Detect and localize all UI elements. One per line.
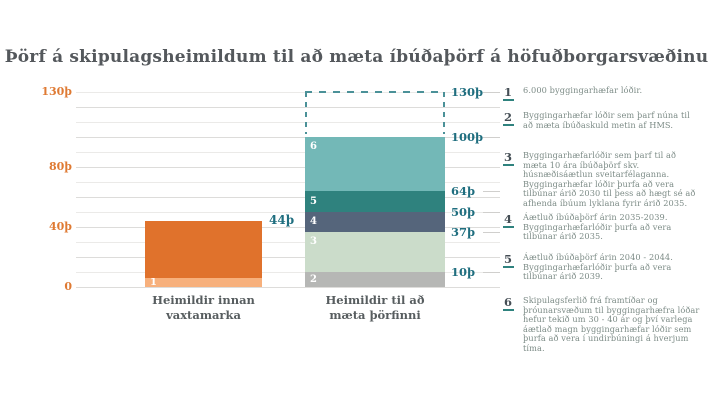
- gridline: [76, 182, 500, 183]
- y-axis-label-left: 40þ: [49, 220, 72, 233]
- x-axis-category-label: Heimildir innan vaxtamarka: [114, 293, 294, 323]
- segment-label: 5: [310, 196, 317, 207]
- x-axis-category-label: Heimildir til að mæta þörfinni: [285, 293, 465, 323]
- x-axis-category-line: mæta þörfinni: [329, 308, 421, 323]
- bar-segment: 3: [305, 231, 445, 272]
- y-axis-label-right: 37þ: [451, 224, 476, 239]
- gridline: [76, 122, 500, 123]
- note-item-1: 1 6.000 byggingarhæfar lóðir.: [503, 85, 705, 101]
- bar-segment: 4: [305, 212, 445, 232]
- tick-stub: [483, 137, 500, 138]
- gridline: [76, 227, 500, 228]
- note-text: Byggingarhæfar lóðir sem þarf núna til a…: [523, 110, 690, 130]
- x-axis-category-line: Heimildir innan: [152, 293, 255, 307]
- segment-label: 2: [310, 274, 317, 285]
- y-axis-label-right: 10þ: [451, 265, 476, 279]
- dashed-projection-top: [305, 91, 445, 93]
- note-item-5: 5 Áætluð íbúðaþörf árin 2040 - 2044. Byg…: [503, 252, 705, 282]
- tick-stub: [483, 92, 500, 93]
- bar-segment: 1: [145, 277, 262, 288]
- y-axis-label-right: 50þ: [451, 205, 476, 219]
- y-axis-label-left: 80þ: [49, 160, 72, 173]
- x-axis-category-line: Heimildir til að: [325, 293, 425, 307]
- gridline: [76, 107, 500, 108]
- gridline: [76, 272, 500, 273]
- note-text: 6.000 byggingarhæfar lóðir.: [523, 85, 643, 95]
- note-number: 3: [503, 150, 515, 166]
- bar-total-label: 44þ: [269, 213, 295, 227]
- gridline: [76, 197, 500, 198]
- dashed-projection-left: [305, 92, 307, 134]
- note-text: Byggingarhæfarlóðir sem þarf til að mæta…: [523, 150, 696, 208]
- y-axis-label-right: 130þ: [451, 85, 484, 99]
- y-axis-label-left: 0: [64, 280, 72, 293]
- tick-stub: [483, 272, 500, 273]
- gridline: [76, 212, 500, 213]
- gridline: [76, 92, 500, 93]
- bar-segment: 2: [305, 272, 445, 287]
- note-item-2: 2 Byggingarhæfar lóðir sem þarf núna til…: [503, 110, 705, 130]
- dashed-projection-right: [443, 92, 445, 134]
- segment-label: 6: [310, 141, 317, 152]
- segment-label: 1: [150, 277, 157, 288]
- tick-stub: [483, 231, 500, 233]
- gridline: [76, 287, 500, 288]
- tick-stub: [483, 212, 500, 213]
- x-axis-category-line: vaxtamarka: [166, 308, 241, 323]
- note-text: Áætluð íbúðaþörf árin 2035-2039. Bygging…: [523, 212, 672, 241]
- note-text: Áætluð íbúðaþörf árin 2040 - 2044. Byggi…: [523, 252, 673, 281]
- bar-segment: [145, 221, 262, 278]
- segment-label: 4: [310, 216, 317, 228]
- y-axis-label-left: 130þ: [41, 85, 72, 98]
- note-item-6: 6 Skipulagsferlið frá framtíðar og þróun…: [503, 295, 705, 353]
- gridline: [76, 167, 500, 168]
- note-number: 5: [503, 252, 515, 268]
- y-axis-label-right: 100þ: [451, 130, 484, 144]
- y-axis-label-right: 64þ: [451, 184, 476, 198]
- gridline: [76, 257, 500, 258]
- gridline: [76, 137, 500, 138]
- note-number: 6: [503, 295, 515, 311]
- gridline: [76, 242, 500, 243]
- bar-segment: 5: [305, 191, 445, 212]
- note-item-3: 3 Byggingarhæfarlóðir sem þarf til að mæ…: [503, 150, 705, 208]
- note-number: 4: [503, 212, 515, 228]
- note-item-4: 4 Áætluð íbúðaþörf árin 2035-2039. Byggi…: [503, 212, 705, 242]
- gridline: [76, 152, 500, 153]
- chart-title: Þörf á skipulagsheimildum til að mæta íb…: [4, 47, 709, 67]
- note-text: Skipulagsferlið frá framtíðar og þróunar…: [523, 295, 700, 353]
- note-number: 1: [503, 85, 515, 101]
- segment-label: 3: [310, 235, 317, 247]
- note-number: 2: [503, 110, 515, 126]
- tick-stub: [483, 191, 500, 192]
- bar-segment: 6: [305, 137, 445, 191]
